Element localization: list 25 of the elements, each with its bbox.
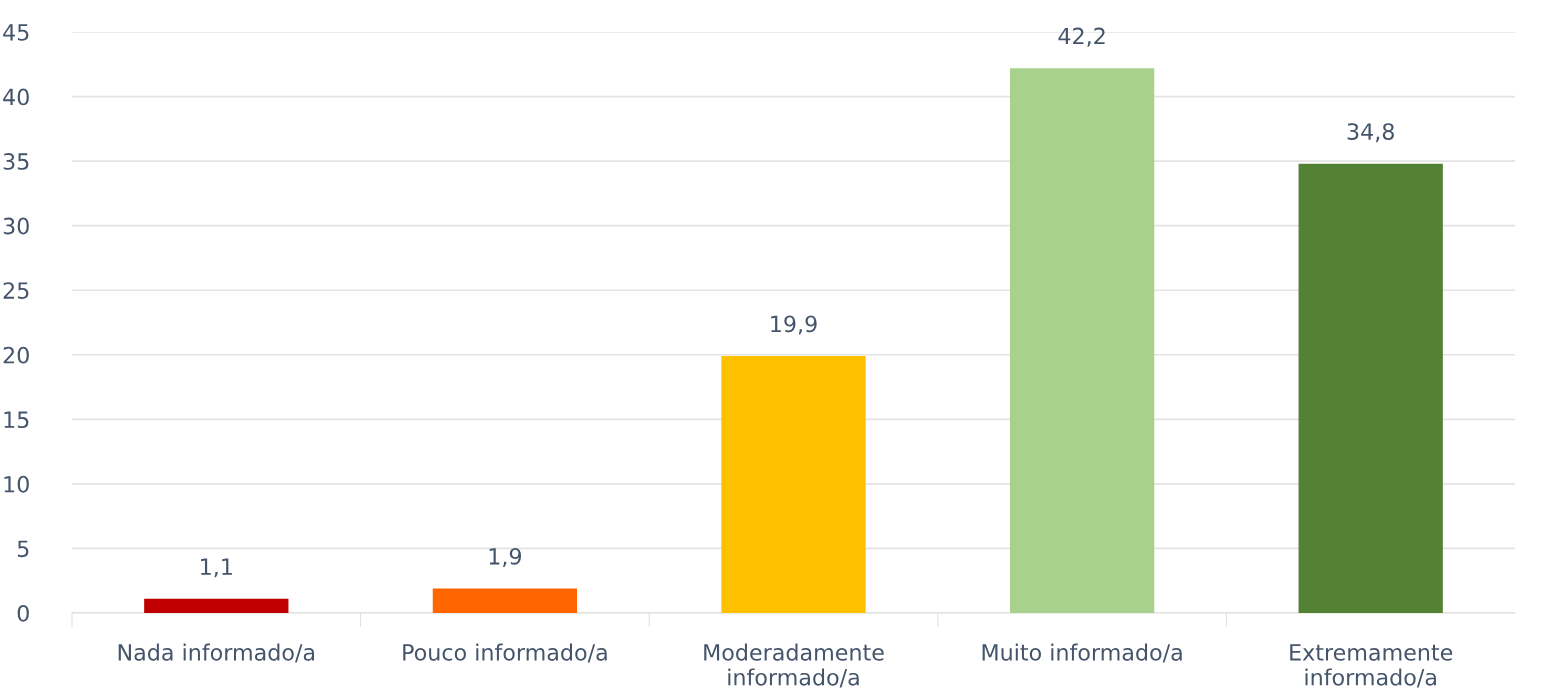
data-label: 1,1 [201,558,232,578]
data-label: 42,2 [1058,27,1105,47]
data-label: 19,9 [771,315,817,335]
bar [144,598,289,613]
y-tick-label: 10 [4,475,29,493]
x-tick-label: Extremamente informado/a [1290,644,1453,688]
x-tick-label: Nada informado/a [118,643,315,663]
x-tick-label: Pouco informado/a [403,643,607,663]
bar [432,588,578,613]
y-tick-label: 25 [3,282,29,299]
bar [721,356,866,613]
data-label: 1,9 [489,547,522,567]
bar [1009,68,1155,613]
y-tick-label: 45 [3,24,29,41]
y-tick-label: 0 [17,604,29,622]
y-tick-label: 20 [3,346,29,364]
x-tick-label: Moderadamente informado/a [704,643,884,688]
y-tick-label: 5 [17,540,29,558]
x-tick-label: Muito informado/a [982,643,1182,663]
y-tick-label: 15 [4,411,29,429]
data-label: 34,8 [1347,123,1394,143]
y-tick-label: 35 [3,153,29,170]
y-tick-label: 30 [3,217,29,235]
y-tick-label: 40 [3,88,29,106]
bar [1298,163,1443,613]
